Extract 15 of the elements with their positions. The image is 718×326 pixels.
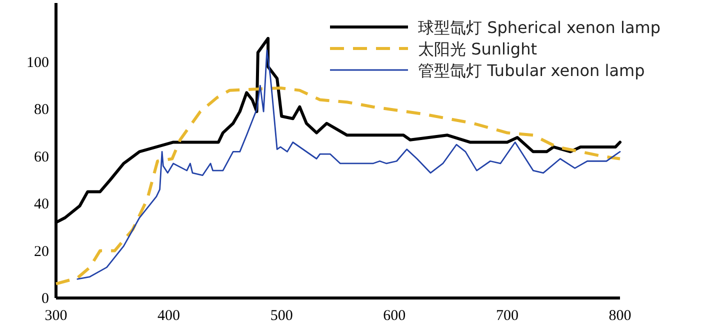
x-tick-label: 400 bbox=[158, 308, 180, 324]
x-tick-label: 500 bbox=[270, 308, 293, 324]
legend-label: 球型氙灯 Spherical xenon lamp bbox=[418, 18, 661, 37]
y-tick-label: 20 bbox=[34, 244, 49, 260]
legend-label: 管型氙灯 Tubular xenon lamp bbox=[418, 61, 645, 80]
x-tick-label: 600 bbox=[383, 308, 406, 324]
y-tick-label: 60 bbox=[34, 149, 49, 166]
y-tick-label: 0 bbox=[42, 291, 49, 307]
x-tick-label: 300 bbox=[44, 308, 68, 324]
y-tick-label: 80 bbox=[34, 102, 49, 118]
x-tick-label: 700 bbox=[496, 308, 518, 324]
y-tick-label: 40 bbox=[34, 196, 49, 213]
y-tick-label: 100 bbox=[26, 55, 49, 71]
legend-label: 太阳光 Sunlight bbox=[418, 40, 537, 58]
x-tick-label: 800 bbox=[608, 308, 632, 324]
